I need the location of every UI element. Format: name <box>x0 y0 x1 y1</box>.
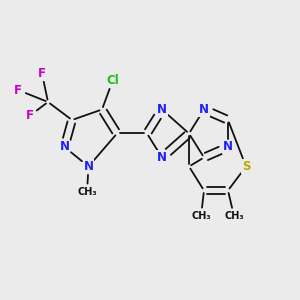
Text: F: F <box>14 83 22 97</box>
Text: CH₃: CH₃ <box>224 211 244 221</box>
Text: N: N <box>157 151 167 164</box>
Text: N: N <box>59 140 70 154</box>
Text: N: N <box>83 160 94 173</box>
Text: F: F <box>26 109 34 122</box>
Text: Cl: Cl <box>106 74 119 88</box>
Text: N: N <box>223 140 233 154</box>
Text: CH₃: CH₃ <box>191 211 211 221</box>
Text: N: N <box>199 103 209 116</box>
Text: F: F <box>38 67 46 80</box>
Text: CH₃: CH₃ <box>77 187 97 197</box>
Text: S: S <box>242 160 250 173</box>
Text: N: N <box>157 103 167 116</box>
